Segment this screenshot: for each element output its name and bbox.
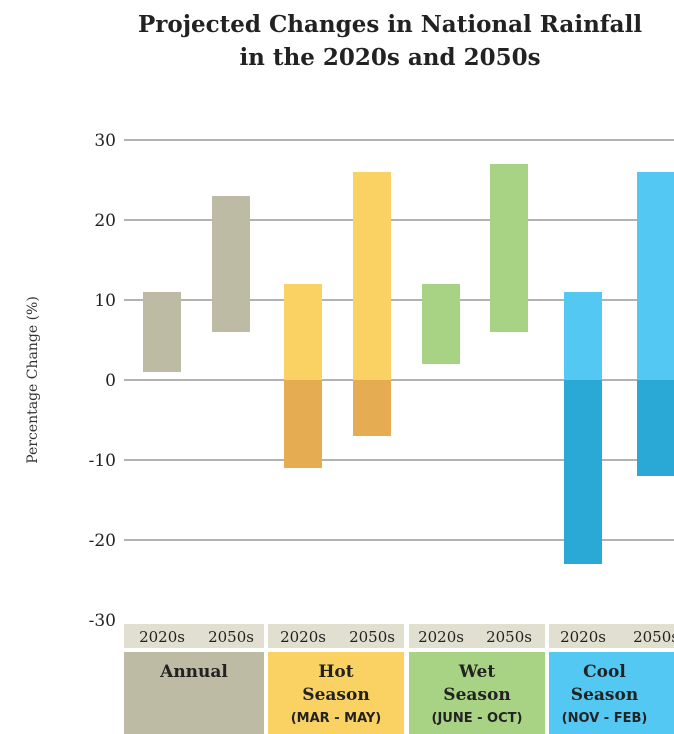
period-label-strip	[268, 624, 404, 648]
y-tick-label: 0	[105, 371, 116, 391]
group-label: Season	[302, 685, 369, 705]
bar-positive	[637, 172, 674, 380]
group-label: Season	[443, 685, 510, 705]
y-tick-label: 30	[94, 131, 116, 151]
bar-layer	[143, 164, 674, 564]
chart-title: Projected Changes in National Rainfall i…	[0, 8, 674, 74]
y-axis-label: Percentage Change (%)	[25, 296, 41, 464]
period-label: 2020s	[280, 628, 326, 646]
y-tick-label: -20	[89, 531, 116, 551]
group-label: (NOV - FEB)	[562, 711, 648, 726]
category-labels: 2020s 2050s Annual 2020s 2050s Hot Season (MAR …	[124, 624, 674, 734]
y-tick-label: -30	[89, 611, 116, 631]
group-label: Season	[571, 685, 638, 705]
period-label: 2050s	[486, 628, 532, 646]
y-tick-label: 20	[94, 211, 116, 231]
period-label: 2050s	[633, 628, 674, 646]
bar-positive	[422, 284, 460, 364]
period-label: 2050s	[208, 628, 254, 646]
bar-positive	[212, 196, 250, 332]
bar-positive	[284, 284, 322, 380]
group-label-box	[409, 652, 545, 734]
period-label-strip	[549, 624, 674, 648]
group-label: (JUNE - OCT)	[432, 711, 523, 726]
group-label: (MAR - MAY)	[291, 711, 382, 726]
bar-positive	[564, 292, 602, 380]
chart-title-line-2: in the 2020s and 2050s	[239, 44, 541, 71]
group-label-box	[124, 652, 264, 734]
period-label: 2020s	[139, 628, 185, 646]
bar-negative	[284, 380, 322, 468]
period-label-strip	[409, 624, 545, 648]
bar-negative	[353, 380, 391, 436]
y-tick-labels: 30 20 10 0 -10 -20 -30	[89, 131, 116, 631]
group-label: Hot	[318, 662, 353, 682]
y-tick-label: -10	[89, 451, 116, 471]
group-label: Wet	[458, 662, 496, 682]
period-label: 2020s	[418, 628, 464, 646]
bar-positive	[353, 172, 391, 380]
bar-positive	[143, 292, 181, 372]
group-label-box	[268, 652, 404, 734]
chart-title-line-1: Projected Changes in National Rainfall	[137, 11, 643, 38]
bar-positive	[490, 164, 528, 332]
group-label-box	[549, 652, 674, 734]
period-label: 2050s	[349, 628, 395, 646]
bar-negative	[564, 380, 602, 564]
y-tick-label: 10	[94, 291, 116, 311]
group-label: Cool	[583, 662, 626, 682]
period-label-strip	[124, 624, 264, 648]
bar-negative	[637, 380, 674, 476]
period-label: 2020s	[560, 628, 606, 646]
group-label: Annual	[159, 662, 228, 682]
